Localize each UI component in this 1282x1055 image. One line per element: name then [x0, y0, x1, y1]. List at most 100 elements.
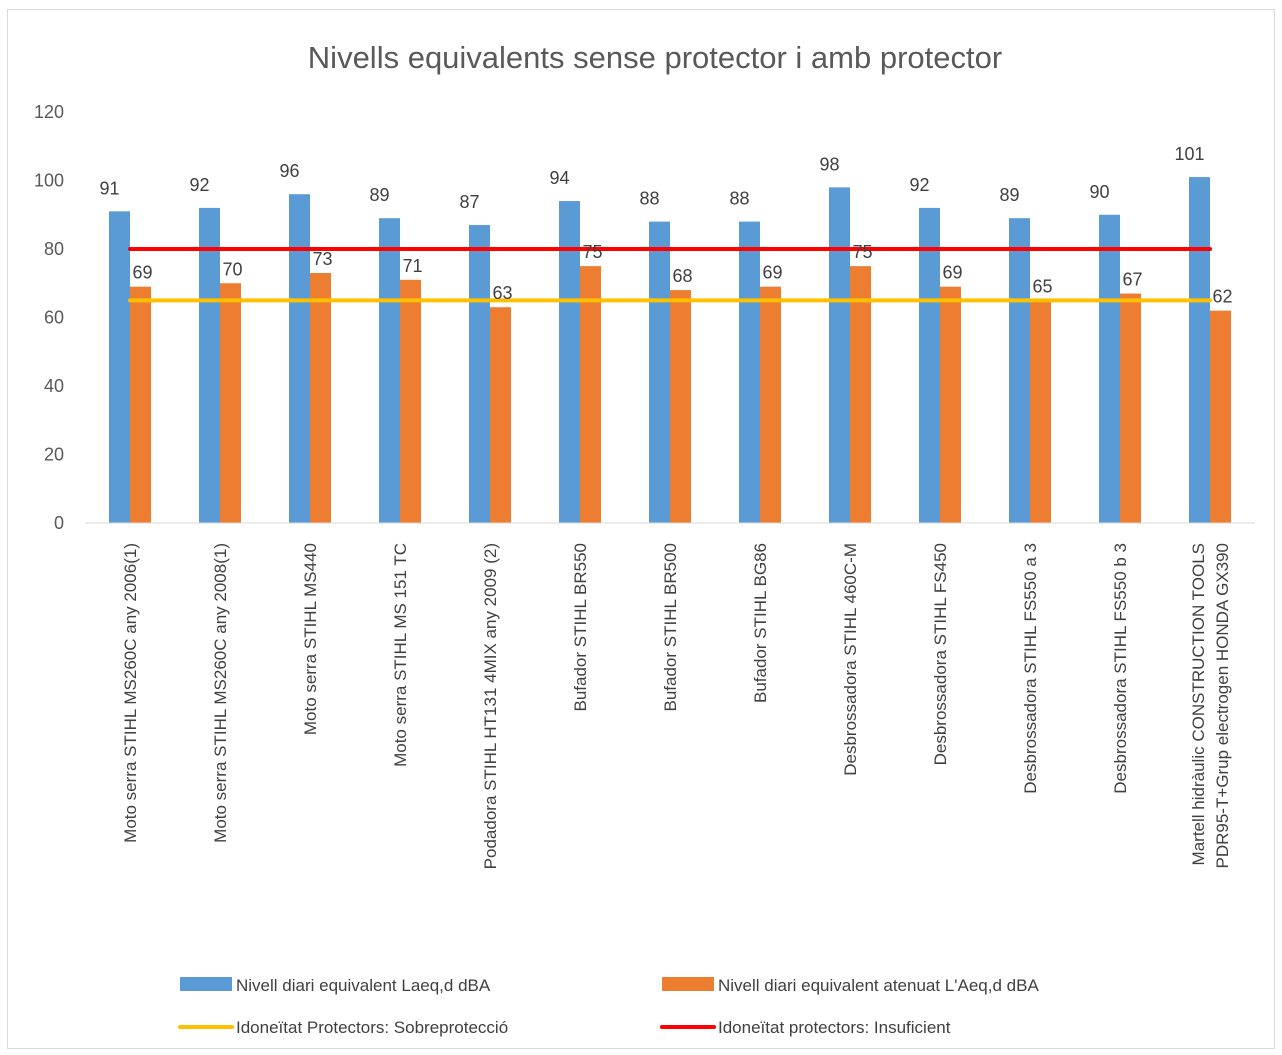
x-tick-label-line: Bufador STIHL BR550: [571, 543, 590, 712]
bars-group: [109, 177, 1231, 524]
bar-laeq: [1189, 177, 1210, 523]
bar-laeq-atenuat: [130, 286, 151, 523]
data-label: 70: [222, 259, 242, 279]
legend-item: Idoneïtat Protectors: Sobreprotecció: [178, 1018, 508, 1037]
data-label: 68: [672, 266, 692, 286]
x-tick-label-line: Desbrossadora STIHL FS550 a 3: [1021, 543, 1040, 794]
bar-laeq: [289, 194, 310, 523]
bar-laeq: [739, 221, 760, 523]
data-label: 69: [132, 263, 152, 283]
x-tick-label: Martell hidràulic CONSTRUCTION TOOLS PDR9…: [1189, 543, 1232, 869]
legend-label: Nivell diari equivalent atenuat L'Aeq,d …: [718, 976, 1039, 995]
legend-label: Idoneïtat protectors: Insuficient: [718, 1018, 951, 1037]
data-label: 90: [1089, 182, 1109, 202]
y-tick-label: 100: [34, 171, 64, 191]
x-tick-label: Moto serra STIHL MS260C any 2008(1): [211, 543, 230, 843]
x-tick-label-line: Martell hidràulic CONSTRUCTION TOOLS: [1189, 543, 1208, 865]
data-label: 88: [639, 189, 659, 209]
x-tick-label: Podadora STIHL HT131 4MIX any 2009 (2): [481, 543, 500, 869]
bar-laeq: [919, 207, 940, 523]
data-label: 98: [819, 154, 839, 174]
bar-laeq-atenuat: [1210, 310, 1231, 523]
data-label: 69: [762, 263, 782, 283]
bar-laeq-atenuat: [400, 279, 421, 523]
data-label: 75: [582, 242, 602, 262]
x-axis: Moto serra STIHL MS260C any 2006(1) Moto …: [85, 522, 1255, 869]
x-tick-label-line: Bufador STIHL BR500: [661, 543, 680, 712]
data-label: 63: [492, 283, 512, 303]
bar-laeq: [559, 201, 580, 524]
data-label: 94: [549, 168, 569, 188]
bar-laeq: [469, 225, 490, 523]
x-tick-label: Desbrossadora STIHL FS550 b 3: [1111, 543, 1130, 794]
x-tick-label: Moto serra STIHL MS 151 TC: [391, 543, 410, 767]
x-tick-label-line: Moto serra STIHL MS260C any 2006(1): [121, 543, 140, 843]
x-tick-label: Moto serra STIHL MS440: [301, 543, 320, 735]
data-label: 89: [369, 185, 389, 205]
data-label: 87: [459, 192, 479, 212]
data-label: 92: [909, 175, 929, 195]
x-tick-label-line: Desbrossadora STIHL FS550 b 3: [1111, 543, 1130, 794]
x-tick-label-line: Desbrossadora STIHL 460C-M: [841, 543, 860, 776]
data-label: 101: [1174, 144, 1204, 164]
x-tick-label: Bufador STIHL BR550: [571, 543, 590, 712]
legend: Nivell diari equivalent Laeq,d dBA Nivell…: [178, 976, 1039, 1037]
data-label: 67: [1122, 270, 1142, 290]
x-tick-label: Bufador STIHL BR500: [661, 543, 680, 712]
y-tick-label: 20: [44, 445, 64, 465]
data-label: 96: [279, 161, 299, 181]
legend-swatch: [180, 977, 232, 991]
y-tick-label: 40: [44, 376, 64, 396]
x-tick-label-line: Moto serra STIHL MS440: [301, 543, 320, 735]
legend-item: Nivell diari equivalent atenuat L'Aeq,d …: [662, 976, 1039, 995]
data-label: 65: [1032, 276, 1052, 296]
x-tick-label: Desbrossadora STIHL 460C-M: [841, 543, 860, 776]
bar-laeq-atenuat: [1030, 300, 1051, 523]
y-axis: 0 20 40 60 80 100 120: [34, 102, 64, 533]
data-labels-group: 91 92 96 89 87 94 88 88 98 92 89 90 101 69 70 73 71 63 75 6…: [99, 144, 1232, 307]
bar-laeq-atenuat: [1120, 293, 1141, 523]
bar-laeq: [1009, 218, 1030, 524]
data-label: 89: [999, 185, 1019, 205]
legend-swatch: [662, 977, 714, 991]
y-tick-label: 0: [54, 513, 64, 533]
chart-title: Nivells equivalents sense protector i am…: [308, 40, 1002, 75]
data-label: 75: [852, 242, 872, 262]
x-tick-label-line: Moto serra STIHL MS 151 TC: [391, 543, 410, 767]
bar-laeq: [829, 187, 850, 523]
y-tick-label: 60: [44, 308, 64, 328]
data-label: 88: [729, 189, 749, 209]
x-tick-label: Bufador STIHL BG86: [751, 543, 770, 703]
bar-laeq: [109, 211, 130, 523]
chart-frame: [7, 9, 1275, 1049]
bar-laeq: [1099, 214, 1120, 523]
bar-laeq-atenuat: [580, 266, 601, 523]
bar-laeq-atenuat: [940, 286, 961, 523]
bar-laeq-atenuat: [220, 283, 241, 523]
bar-laeq-atenuat: [310, 272, 331, 523]
legend-item: Idoneïtat protectors: Insuficient: [660, 1018, 951, 1037]
bar-laeq: [649, 221, 670, 523]
bar-laeq: [199, 207, 220, 523]
data-label: 62: [1212, 287, 1232, 307]
lines-group: [128, 247, 1212, 303]
bar-laeq-atenuat: [760, 286, 781, 523]
y-tick-label: 80: [44, 239, 64, 259]
data-label: 71: [402, 256, 422, 276]
x-tick-label-line: Moto serra STIHL MS260C any 2008(1): [211, 543, 230, 843]
data-label: 73: [312, 249, 332, 269]
data-label: 91: [99, 178, 119, 198]
x-tick-label-line: Bufador STIHL BG86: [751, 543, 770, 703]
x-tick-label: Desbrossadora STIHL FS550 a 3: [1021, 543, 1040, 794]
x-tick-label-line: PDR95-T+Grup electrogen HONDA GX390: [1213, 543, 1232, 869]
x-tick-label: Desbrossadora STIHL FS450: [931, 543, 950, 765]
bar-laeq-atenuat: [490, 307, 511, 523]
bar-laeq-atenuat: [670, 290, 691, 523]
x-tick-label: Moto serra STIHL MS260C any 2006(1): [121, 543, 140, 843]
bar-laeq: [379, 218, 400, 524]
data-label: 69: [942, 263, 962, 283]
bar-laeq-atenuat: [850, 266, 871, 523]
data-label: 92: [189, 175, 209, 195]
x-tick-label-line: Desbrossadora STIHL FS450: [931, 543, 950, 765]
